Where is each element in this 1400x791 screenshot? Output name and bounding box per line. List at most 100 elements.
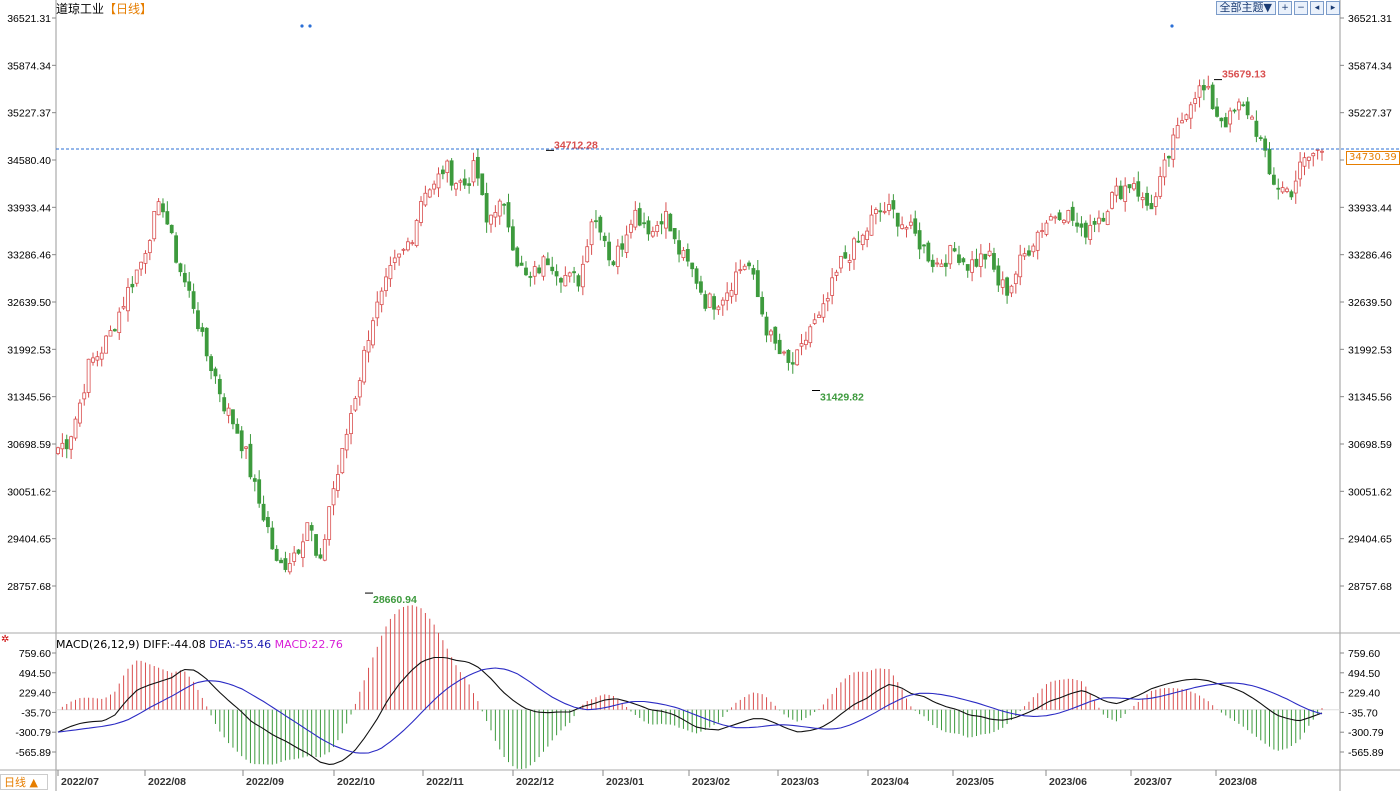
candle-body <box>655 225 660 232</box>
candle-body <box>1263 138 1268 151</box>
candle <box>458 178 463 191</box>
candle <box>607 232 611 267</box>
candle <box>1232 108 1237 114</box>
candle <box>930 254 935 273</box>
candle-body <box>559 278 563 283</box>
candle-body <box>996 265 1001 286</box>
candle-body <box>427 189 432 198</box>
candle <box>384 267 388 297</box>
candle-body <box>895 212 900 227</box>
candle-body <box>550 266 555 272</box>
candle <box>1145 186 1149 211</box>
candle-body <box>1136 181 1141 197</box>
candle-body <box>751 268 756 275</box>
candle-body <box>1215 106 1219 117</box>
period-selector[interactable]: 日线 ▲ <box>0 774 48 790</box>
candle-body <box>126 286 130 312</box>
date-tick-label: 2022/08 <box>148 776 186 788</box>
candle <box>182 264 187 288</box>
candle <box>808 324 813 348</box>
candle <box>222 393 227 415</box>
candle <box>1215 97 1219 118</box>
candle-body <box>301 541 305 558</box>
candle-body <box>1079 223 1084 228</box>
candle-body <box>983 253 988 260</box>
candle <box>266 511 270 534</box>
candle-body <box>99 352 104 360</box>
candle-body <box>1280 187 1285 193</box>
candle-body <box>60 442 65 450</box>
candle-body <box>379 290 384 306</box>
macd-tick-label: -35.70 <box>21 707 51 719</box>
date-tick-label: 2023/05 <box>956 776 994 788</box>
candle-body <box>629 223 633 233</box>
candle-body <box>720 299 725 306</box>
macd-tick-label-right: 759.60 <box>1348 648 1380 660</box>
candle <box>419 196 423 227</box>
candle-body <box>1306 156 1311 161</box>
candle-body <box>344 433 349 451</box>
chart-toolbar: 全部主题▼ + − ◂ ▸ <box>1215 1 1340 15</box>
scroll-right-icon[interactable]: ▸ <box>1326 1 1340 15</box>
candle-body <box>458 180 463 183</box>
scroll-left-icon[interactable]: ◂ <box>1310 1 1324 15</box>
candle <box>598 215 603 241</box>
candle <box>725 282 730 311</box>
candle <box>200 322 205 337</box>
candle-body <box>716 306 721 311</box>
candle <box>165 201 170 226</box>
candle-body <box>187 281 192 291</box>
candle-body <box>1241 104 1246 107</box>
candle <box>1158 166 1163 200</box>
candle-body <box>742 265 747 270</box>
candle <box>274 545 279 562</box>
candle-body <box>506 202 511 228</box>
candle <box>502 202 507 215</box>
candle <box>248 434 253 480</box>
price-tick-label: 33933.44 <box>7 202 51 214</box>
candle-body <box>891 200 896 210</box>
candle-body <box>957 254 961 263</box>
candle-body <box>1018 254 1023 278</box>
candle <box>1276 178 1281 200</box>
candle-body <box>681 250 686 259</box>
candle <box>318 548 323 560</box>
date-tick-label: 2022/10 <box>337 776 375 788</box>
zoom-in-icon[interactable]: + <box>1278 1 1292 15</box>
candle-body <box>856 240 861 243</box>
candle-body <box>992 253 996 270</box>
candle <box>244 445 248 459</box>
candle-body <box>1088 224 1093 241</box>
candle-body <box>515 247 520 267</box>
candle-body <box>405 241 410 251</box>
candle <box>541 254 546 281</box>
candle <box>1132 177 1136 192</box>
candle-body <box>454 183 458 190</box>
candle <box>410 239 415 246</box>
candle-body <box>729 290 734 297</box>
candle-body <box>397 253 402 258</box>
date-tick-label: 2023/01 <box>606 776 644 788</box>
candle-body <box>908 221 913 226</box>
zoom-out-icon[interactable]: − <box>1294 1 1308 15</box>
indicator-settings-icon[interactable]: ✲ <box>1 634 10 645</box>
candle <box>594 210 598 229</box>
theme-select-button[interactable]: 全部主题▼ <box>1215 1 1276 15</box>
candle-body <box>930 259 935 267</box>
candle <box>681 246 686 261</box>
candle <box>331 481 336 516</box>
candle <box>1118 180 1123 201</box>
candle <box>978 244 983 278</box>
candle-body <box>519 262 524 266</box>
candle <box>349 405 353 445</box>
candle-body <box>755 270 760 298</box>
candle <box>1184 113 1189 122</box>
candle <box>786 349 791 371</box>
price-tick-label: 30698.59 <box>7 439 51 451</box>
candle <box>1263 135 1268 158</box>
candle <box>1285 186 1289 194</box>
event-dot <box>300 24 304 28</box>
candle <box>602 232 607 248</box>
candle <box>834 269 839 282</box>
